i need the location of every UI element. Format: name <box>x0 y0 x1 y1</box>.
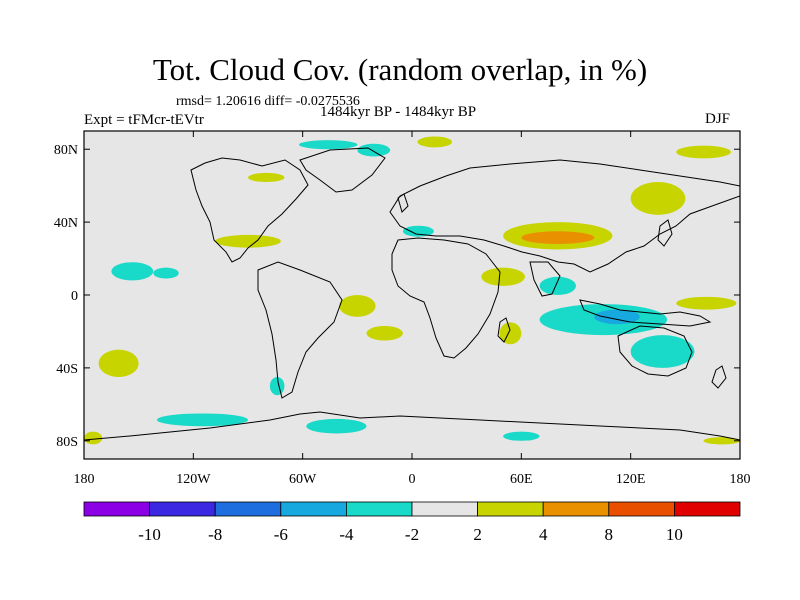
colorbar-label: 10 <box>666 525 683 544</box>
season-label: DJF <box>705 111 731 127</box>
anomaly-south-atlantic-central <box>366 325 403 341</box>
coastline-madagascar <box>497 317 511 343</box>
x-tick-label: 180 <box>730 472 751 487</box>
colorbar-swatch <box>411 501 478 517</box>
colorbar-swatch <box>477 501 544 517</box>
anomaly-south-atlantic-brazil <box>339 295 376 317</box>
anomaly-new-guinea <box>676 296 737 310</box>
coastline-africa <box>391 237 501 359</box>
colorbar-label: 4 <box>539 525 548 544</box>
period-label: 1484kyr BP - 1484kyr BP <box>320 104 477 120</box>
anomaly-southern-ocean-atlantic <box>306 418 367 434</box>
coastline-north-america <box>190 157 309 263</box>
colorbar-swatch <box>345 501 413 517</box>
rmsd-diff-stats: rmsd= 1.20616 diff= -0.0275536 <box>176 94 360 109</box>
coastline-eurasia <box>389 159 740 273</box>
anomaly-arctic-north-atlantic <box>417 136 453 148</box>
anomaly-east-africa-arabia <box>481 267 525 286</box>
coastline-australia <box>617 325 693 377</box>
coastline-greenland <box>299 147 386 193</box>
anomaly-indian-ocean-north <box>539 276 576 295</box>
anomaly-northeast-pacific <box>215 234 281 248</box>
coastline-japan <box>657 219 673 247</box>
anomaly-northeast-asia <box>630 182 686 215</box>
anomaly-madagascar <box>499 322 522 345</box>
x-tick-label: 120W <box>176 472 211 487</box>
axis-ticks <box>83 131 741 459</box>
x-tick-label: 60W <box>289 472 317 487</box>
coastline-india <box>529 261 561 297</box>
experiment-label: Expt = tFMcr-tEVtr <box>84 112 204 128</box>
y-tick-label: 80S <box>56 435 78 450</box>
y-tick-label: 80N <box>54 143 78 158</box>
anomaly-maritime-continent <box>594 309 640 325</box>
anomaly-mediterranean <box>402 225 434 237</box>
colorbar-label: -10 <box>138 525 161 544</box>
colorbar-label: -4 <box>339 525 354 544</box>
colorbar-label: -6 <box>274 525 288 544</box>
map-background <box>84 131 740 459</box>
x-tick-label: 0 <box>409 472 416 487</box>
x-tick-label: 180 <box>74 472 95 487</box>
anomaly-southern-ocean-pacific <box>156 413 248 427</box>
anomaly-regions <box>84 136 740 445</box>
anomaly-northwest-pacific <box>676 145 731 159</box>
colorbar-label: 2 <box>473 525 482 544</box>
colorbar-label: 8 <box>605 525 614 544</box>
anomaly-north-pacific-subtropics <box>111 262 154 281</box>
coastline-antarctica <box>84 411 740 441</box>
colorbar-label: -2 <box>405 525 419 544</box>
anomaly-north-pacific-west <box>153 267 179 279</box>
anomaly-greenland-north <box>299 140 358 150</box>
x-tick-label: 60E <box>510 472 533 487</box>
colorbar-label: -8 <box>208 525 222 544</box>
axis-tick-labels: 180 120W 60W 0 60E 120E 180 80N 40N 0 40S 80S <box>54 143 751 487</box>
coastline-south-america <box>257 261 343 399</box>
colorbar-swatch <box>608 501 675 517</box>
coastline-new-zealand <box>711 365 727 389</box>
anomaly-canada <box>248 172 285 183</box>
colorbar-swatch <box>542 501 610 517</box>
anomaly-southern-ocean-indian <box>503 431 540 441</box>
colorbar-swatch <box>83 501 150 517</box>
anomaly-australia <box>630 335 695 368</box>
anomaly-antarctic-peninsula <box>84 431 103 445</box>
anomaly-patagonia <box>269 377 285 396</box>
anomaly-greenland-east <box>357 143 391 157</box>
coastlines <box>84 147 740 441</box>
colorbar-swatch <box>280 501 347 517</box>
coastline-indonesia <box>579 299 712 327</box>
y-tick-label: 40N <box>54 216 78 231</box>
chart-title: Tot. Cloud Cov. (random overlap, in %) <box>152 52 648 87</box>
x-tick-label: 120E <box>616 472 646 487</box>
anomaly-antarctic-east <box>703 437 740 445</box>
y-tick-label: 40S <box>56 362 78 377</box>
anomaly-tibetan-plateau-core <box>521 231 595 244</box>
coastline-uk <box>397 193 409 213</box>
colorbar-swatch <box>674 501 741 517</box>
colorbar-swatch <box>149 501 216 517</box>
colorbar-swatch <box>214 501 282 517</box>
y-tick-label: 0 <box>71 289 78 304</box>
colorbar: -10 -8 -6 -4 -2 2 4 8 10 <box>83 501 741 544</box>
anomaly-south-pacific <box>98 349 139 378</box>
